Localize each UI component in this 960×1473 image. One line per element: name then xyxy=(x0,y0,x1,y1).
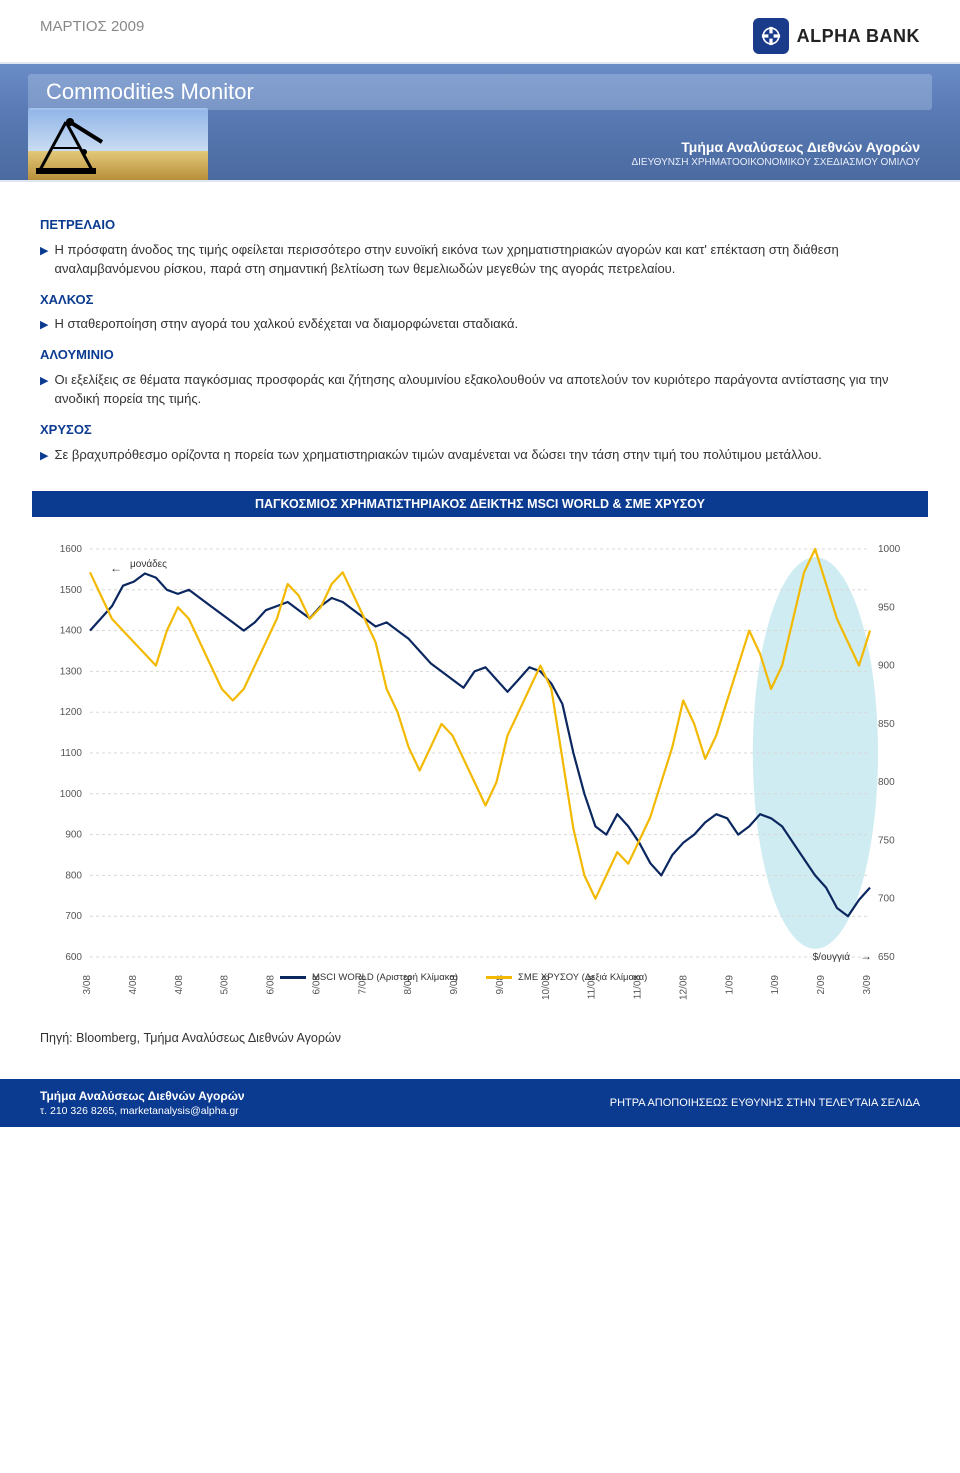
currency-label: $/ουγγιά xyxy=(813,952,850,963)
svg-text:800: 800 xyxy=(878,777,895,788)
svg-text:6/08: 6/08 xyxy=(266,974,277,994)
svg-text:5/08: 5/08 xyxy=(220,974,231,994)
banner: Commodities Monitor Τμήμα Αναλύσεως Διεθ… xyxy=(0,62,960,182)
bank-logo: ALPHA BANK xyxy=(753,18,920,54)
banner-title-bar: Commodities Monitor xyxy=(28,74,932,110)
chart-svg: 600 700 800 900 1000 1100 1200 1300 1400 1500 1600… xyxy=(40,537,920,1017)
chart-source: Πηγή: Bloomberg, Τμήμα Αναλύσεως Διεθνών… xyxy=(0,1025,960,1069)
section-head-xrysos: ΧΡΥΣΟΣ xyxy=(40,421,920,440)
bullet-xalkos: ▶ Η σταθεροποίηση στην αγορά του χαλκού … xyxy=(40,315,920,334)
svg-text:12/08: 12/08 xyxy=(678,974,689,999)
banner-title: Commodities Monitor xyxy=(46,79,254,105)
date-label: ΜΑΡΤΙΟΣ 2009 xyxy=(40,18,144,35)
page: ΜΑΡΤΙΟΣ 2009 ALPHA BANK xyxy=(0,0,960,1127)
bullet-icon: ▶ xyxy=(40,374,48,390)
svg-text:1200: 1200 xyxy=(60,707,83,718)
bullet-text: Η σταθεροποίηση στην αγορά του χαλκού εν… xyxy=(54,315,920,334)
bullet-text: Η πρόσφατη άνοδος της τιμής οφείλεται πε… xyxy=(54,241,920,279)
banner-division: ΔΙΕΥΘΥΝΣΗ ΧΡΗΜΑΤΟΟΙΚΟΝΟΜΙΚΟΥ ΣΧΕΔΙΑΣΜΟΥ … xyxy=(631,157,920,168)
svg-text:1600: 1600 xyxy=(60,544,83,555)
footer: Τμήμα Αναλύσεως Διεθνών Αγορών τ. 210 32… xyxy=(0,1079,960,1127)
svg-text:1/09: 1/09 xyxy=(770,974,781,994)
svg-text:600: 600 xyxy=(65,952,82,963)
banner-subtitle: Τμήμα Αναλύσεως Διεθνών Αγορών ΔΙΕΥΘΥΝΣΗ… xyxy=(631,139,920,168)
chart: ← μονάδες $/ουγγιά → MSCI WORLD (Αριστερ… xyxy=(40,537,920,1017)
bullet-xrysos: ▶ Σε βραχυπρόθεσμο ορίζοντα η πορεία των… xyxy=(40,446,920,465)
bank-name: ALPHA BANK xyxy=(797,26,920,47)
legend-label-gold: ΣΜΕ ΧΡΥΣΟΥ (Δεξιά Κλίμακα) xyxy=(518,972,647,983)
svg-text:1000: 1000 xyxy=(878,544,901,555)
svg-text:1300: 1300 xyxy=(60,666,83,677)
svg-text:1100: 1100 xyxy=(60,748,82,759)
svg-text:900: 900 xyxy=(65,829,82,840)
svg-text:3/09: 3/09 xyxy=(862,974,873,994)
content: ΠΕΤΡΕΛΑΙΟ ▶ Η πρόσφατη άνοδος της τιμής … xyxy=(0,194,960,481)
chart-legend: MSCI WORLD (Αριστερή Κλίμακα) ΣΜΕ ΧΡΥΣΟΥ… xyxy=(280,972,647,983)
legend-swatch-msci xyxy=(280,976,306,979)
bank-logo-icon xyxy=(753,18,789,54)
chart-container: ← μονάδες $/ουγγιά → MSCI WORLD (Αριστερ… xyxy=(0,527,960,1025)
svg-text:700: 700 xyxy=(878,893,895,904)
legend-item-gold: ΣΜΕ ΧΡΥΣΟΥ (Δεξιά Κλίμακα) xyxy=(486,972,647,983)
chart-title: ΠΑΓΚΟΣΜΙΟΣ ΧΡΗΜΑΤΙΣΤΗΡΙΑΚΟΣ ΔΕΙΚΤΗΣ MSCI… xyxy=(32,491,928,517)
svg-text:4/08: 4/08 xyxy=(128,974,139,994)
bullet-alouminio: ▶ Οι εξελίξεις σε θέματα παγκόσμιας προσ… xyxy=(40,371,920,409)
svg-text:950: 950 xyxy=(878,602,895,613)
units-label: μονάδες xyxy=(130,559,167,570)
units-arrow-icon: ← xyxy=(110,561,122,575)
svg-text:700: 700 xyxy=(65,911,82,922)
svg-text:1/09: 1/09 xyxy=(724,974,735,994)
footer-contact: τ. 210 326 8265, marketanalysis@alpha.gr xyxy=(40,1105,245,1117)
svg-text:850: 850 xyxy=(878,718,895,729)
bullet-icon: ▶ xyxy=(40,449,48,465)
bullet-icon: ▶ xyxy=(40,244,48,260)
svg-text:1000: 1000 xyxy=(60,788,83,799)
svg-text:650: 650 xyxy=(878,952,895,963)
header: ΜΑΡΤΙΟΣ 2009 ALPHA BANK xyxy=(0,0,960,62)
bullet-text: Σε βραχυπρόθεσμο ορίζοντα η πορεία των χ… xyxy=(54,446,920,465)
section-head-xalkos: ΧΑΛΚΟΣ xyxy=(40,291,920,310)
banner-oil-rig-icon xyxy=(28,108,208,180)
footer-left: Τμήμα Αναλύσεως Διεθνών Αγορών τ. 210 32… xyxy=(40,1089,245,1117)
section-head-alouminio: ΑΛΟΥΜΙΝΙΟ xyxy=(40,346,920,365)
legend-swatch-gold xyxy=(486,976,512,979)
legend-label-msci: MSCI WORLD (Αριστερή Κλίμακα) xyxy=(312,972,458,983)
bullet-text: Οι εξελίξεις σε θέματα παγκόσμιας προσφο… xyxy=(54,371,920,409)
svg-text:1400: 1400 xyxy=(60,625,83,636)
svg-text:800: 800 xyxy=(65,870,82,881)
bullet-petrelaio: ▶ Η πρόσφατη άνοδος της τιμής οφείλεται … xyxy=(40,241,920,279)
banner-dept: Τμήμα Αναλύσεως Διεθνών Αγορών xyxy=(631,139,920,155)
bullet-icon: ▶ xyxy=(40,318,48,334)
svg-text:4/08: 4/08 xyxy=(174,974,185,994)
svg-text:2/09: 2/09 xyxy=(816,974,827,994)
svg-text:3/08: 3/08 xyxy=(82,974,93,994)
section-head-petrelaio: ΠΕΤΡΕΛΑΙΟ xyxy=(40,216,920,235)
footer-disclaimer: ΡΗΤΡΑ ΑΠΟΠΟΙΗΣΕΩΣ ΕΥΘΥΝΗΣ ΣΤΗΝ ΤΕΛΕΥΤΑΙΑ… xyxy=(610,1097,920,1109)
svg-text:900: 900 xyxy=(878,660,895,671)
legend-item-msci: MSCI WORLD (Αριστερή Κλίμακα) xyxy=(280,972,458,983)
footer-dept: Τμήμα Αναλύσεως Διεθνών Αγορών xyxy=(40,1089,245,1103)
svg-text:1500: 1500 xyxy=(60,584,83,595)
currency-arrow-icon: → xyxy=(860,949,872,963)
svg-text:750: 750 xyxy=(878,835,895,846)
